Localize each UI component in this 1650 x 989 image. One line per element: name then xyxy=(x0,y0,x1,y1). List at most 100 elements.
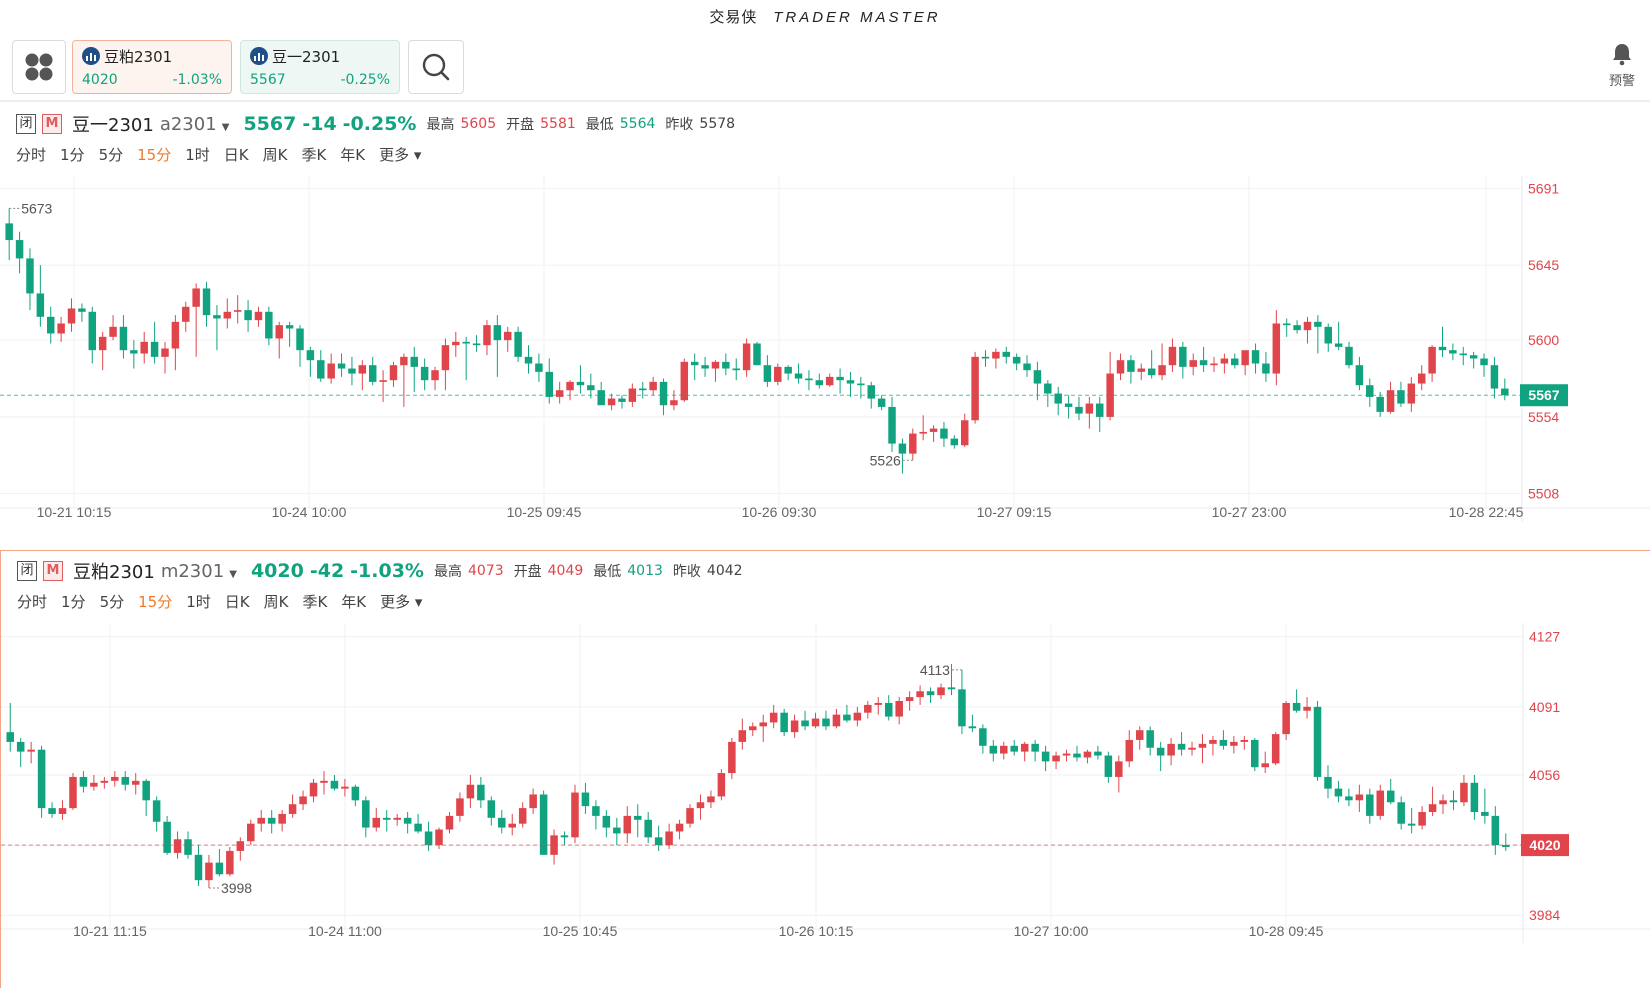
candle-body xyxy=(1220,358,1229,364)
candle-body xyxy=(487,800,496,818)
chart-panel-m2301[interactable]: 闭 M 豆粕2301 m2301 ▼ 4020 -42 -1.03% 最高 407… xyxy=(0,550,1650,988)
ticker-price: 5567 xyxy=(250,72,286,88)
candle-body xyxy=(1135,730,1144,740)
kline-chart[interactable]: 4127 4091 4056 4020 3984 10-21 11:15 10-24 11:… xyxy=(1,623,1650,989)
candle-body xyxy=(1469,355,1478,359)
open-label: 开盘 xyxy=(506,117,535,133)
candle-body xyxy=(1428,804,1437,812)
top-toolbar: 豆粕2301 4020 -1.03% 豆一2301 5567 -0.25% 预警 xyxy=(0,34,1650,102)
period-tab[interactable]: 1分 xyxy=(61,593,86,611)
candle-body xyxy=(1127,360,1135,372)
period-tab[interactable]: 1时 xyxy=(185,146,210,164)
candle-body xyxy=(306,350,315,361)
symbol-selector[interactable]: a2301 ▼ xyxy=(160,114,230,135)
candle-body xyxy=(57,323,65,334)
period-tab[interactable]: 15分 xyxy=(138,593,173,611)
candle-body xyxy=(1125,739,1134,762)
kline-chart[interactable]: 5691 5645 5600 5554 5508 10-21 10:15 10-24 10:… xyxy=(0,176,1650,550)
candle-body xyxy=(843,714,851,721)
candle-body xyxy=(67,308,76,324)
candle-body xyxy=(613,827,621,834)
candle-body xyxy=(15,240,24,259)
period-tabs: 分时 1分 5分 15分 1时 日K 周K 季K 年K 更多 ▾ xyxy=(17,591,422,612)
candle-body xyxy=(905,697,914,701)
period-tab[interactable]: 更多 ▾ xyxy=(380,593,423,611)
candle-body xyxy=(1439,800,1447,805)
candle-body xyxy=(182,306,190,322)
candle-body xyxy=(493,325,502,341)
candle-body xyxy=(247,823,255,842)
candle-body xyxy=(1075,406,1083,414)
x-tick-label: 10-21 11:15 xyxy=(73,923,147,939)
search-button[interactable] xyxy=(408,40,464,94)
period-tab[interactable]: 5分 xyxy=(99,593,125,611)
period-tab[interactable]: 1分 xyxy=(60,146,85,164)
period-tab[interactable]: 日K xyxy=(223,146,249,164)
grid-icon xyxy=(25,53,53,81)
period-tab[interactable]: 季K xyxy=(301,146,327,164)
high-value: 5605 xyxy=(460,116,497,132)
candle-body xyxy=(898,443,907,454)
kline-chart-svg[interactable]: 5691 5645 5600 5554 5508 10-21 10:15 10-24 10:… xyxy=(0,176,1650,550)
candle-body xyxy=(680,361,689,401)
candle-body xyxy=(320,780,328,783)
ticker-tab-a2301[interactable]: 豆一2301 5567 -0.25% xyxy=(240,40,400,94)
period-tab[interactable]: 周K xyxy=(263,593,289,611)
candle-body xyxy=(508,823,516,828)
candle-body xyxy=(1002,351,1011,357)
period-tab[interactable]: 更多 ▾ xyxy=(379,146,422,164)
candle-body xyxy=(1345,796,1353,801)
period-tab[interactable]: 年K xyxy=(341,593,367,611)
candle-body xyxy=(184,839,192,855)
period-tab[interactable]: 季K xyxy=(302,593,328,611)
high-label: 最高 xyxy=(433,564,462,580)
candle-body xyxy=(1491,815,1500,846)
candle-body xyxy=(1000,745,1008,754)
open-value: 5581 xyxy=(540,116,576,132)
candle-body xyxy=(1282,702,1290,735)
candle-body xyxy=(607,398,616,406)
symbol-selector[interactable]: m2301 ▼ xyxy=(161,561,237,582)
candle-body xyxy=(1054,393,1062,404)
candle-body xyxy=(937,687,945,696)
bell-icon xyxy=(1613,44,1631,66)
period-tab[interactable]: 1时 xyxy=(186,593,211,611)
period-tab[interactable]: 15分 xyxy=(137,146,172,164)
candle-body xyxy=(6,732,14,742)
candle-body xyxy=(1376,790,1385,816)
candle-body xyxy=(278,813,286,824)
candle-body xyxy=(215,862,224,875)
candle-body xyxy=(1209,739,1217,744)
candle-body xyxy=(1334,343,1343,347)
candle-body xyxy=(1293,325,1301,331)
last-price: 4020 xyxy=(250,560,304,582)
candle-body xyxy=(909,433,917,454)
period-tab[interactable]: 分时 xyxy=(16,146,47,164)
candle-body xyxy=(874,702,883,705)
period-tab[interactable]: 5分 xyxy=(98,146,124,164)
ticker-tab-m2301[interactable]: 豆粕2301 4020 -1.03% xyxy=(72,40,232,94)
candle-body xyxy=(1062,753,1071,756)
candle-body xyxy=(1096,403,1104,417)
period-tab[interactable]: 年K xyxy=(340,146,366,164)
workspace-grid-button[interactable] xyxy=(12,40,66,94)
period-tab[interactable]: 周K xyxy=(262,146,288,164)
candle-body xyxy=(784,366,792,374)
candle-body xyxy=(1158,365,1166,376)
period-tab[interactable]: 分时 xyxy=(17,593,48,611)
candle-body xyxy=(926,691,935,696)
candle-body xyxy=(452,341,460,346)
candle-body xyxy=(794,373,803,379)
period-tabs: 分时 1分 5分 15分 1时 日K 周K 季K 年K 更多 ▾ xyxy=(16,144,421,165)
kline-chart-svg[interactable]: 4127 4091 4056 4020 3984 10-21 11:15 10-24 11:… xyxy=(1,623,1650,989)
period-tab[interactable]: 日K xyxy=(224,593,250,611)
candle-body xyxy=(109,326,117,337)
candle-body xyxy=(1137,368,1146,372)
candle-body xyxy=(1012,356,1021,364)
candle-body xyxy=(1146,730,1154,748)
candle-body xyxy=(707,796,715,803)
alert-button[interactable]: 预警 xyxy=(1602,42,1642,89)
chart-panel-a2301[interactable]: 闭 M 豆一2301 a2301 ▼ 5567 -14 -0.25% 最高 560… xyxy=(0,104,1650,550)
candle-body xyxy=(121,776,130,785)
candle-body xyxy=(524,356,533,364)
